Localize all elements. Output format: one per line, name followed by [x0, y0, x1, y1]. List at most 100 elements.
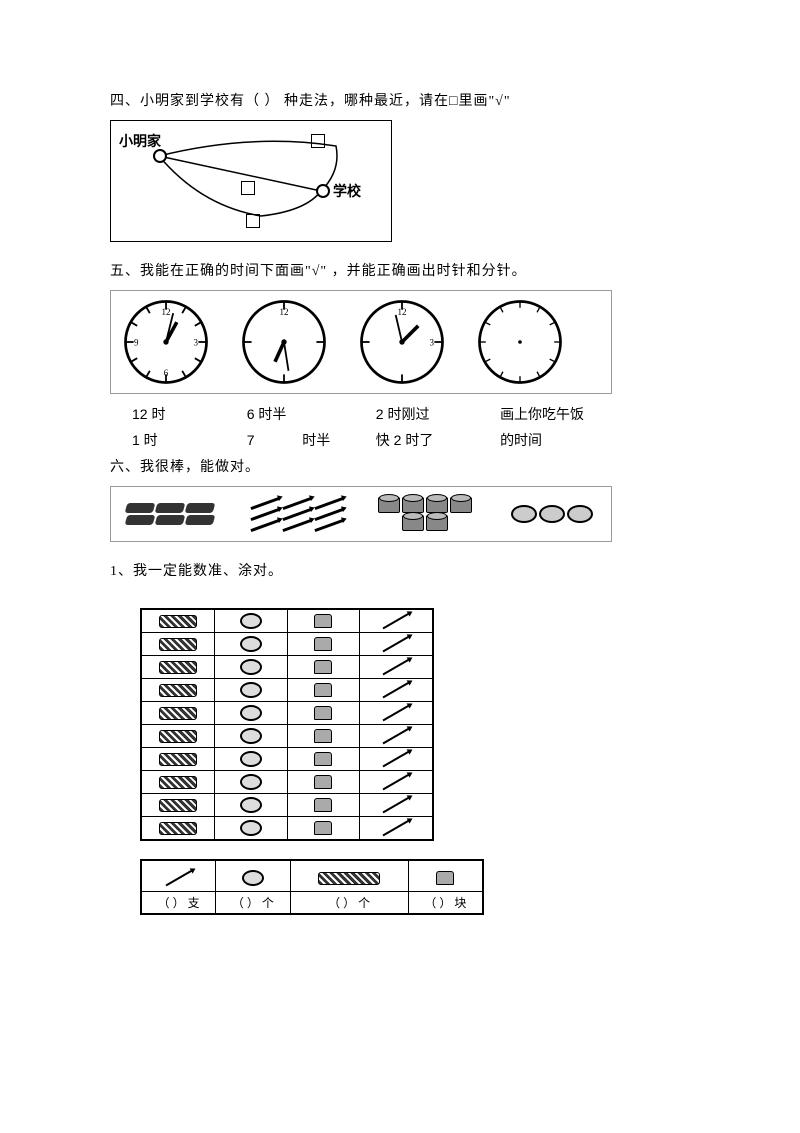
grid-cell[interactable]	[288, 679, 361, 701]
cake-icon	[450, 497, 472, 513]
grid-cell[interactable]	[142, 771, 215, 793]
grid-cell[interactable]	[142, 633, 215, 655]
g-pencil-icon	[383, 728, 410, 745]
path-check-1[interactable]	[311, 134, 325, 148]
eraser-icon	[154, 515, 185, 525]
grid-cell[interactable]	[142, 610, 215, 632]
grid-cell[interactable]	[288, 817, 361, 839]
grid-cell[interactable]	[215, 771, 288, 793]
grid-cell[interactable]	[288, 610, 361, 632]
answer-cell[interactable]: （ ） 个	[216, 861, 290, 913]
g-pencil-icon	[383, 774, 410, 791]
g-pencil-icon	[383, 751, 410, 768]
times-row-1: 12 时 6 时半 2 时刚过 画上你吃午饭	[110, 404, 610, 424]
cake-icon	[402, 497, 424, 513]
grid-row[interactable]	[142, 748, 432, 771]
eraser-icon	[318, 872, 380, 885]
eraser-icon	[124, 515, 155, 525]
g-eraser-icon	[159, 638, 197, 651]
grid-cell[interactable]	[288, 794, 361, 816]
time-3a[interactable]: 2 时刚过	[376, 404, 500, 424]
grid-row[interactable]	[142, 771, 432, 794]
grid-row[interactable]	[142, 679, 432, 702]
pencil-icon	[251, 507, 280, 520]
g-cake-icon	[314, 729, 332, 743]
home-label: 小明家	[119, 131, 161, 151]
g-eraser-icon	[159, 753, 197, 766]
pencil-icon	[165, 870, 192, 887]
time-2a[interactable]: 6 时半	[247, 404, 376, 424]
g-pencil-icon	[383, 682, 410, 699]
grid-cell[interactable]	[215, 817, 288, 839]
grid-cell[interactable]	[288, 702, 361, 724]
grid-cell[interactable]	[288, 725, 361, 747]
grid-row[interactable]	[142, 725, 432, 748]
g-cake-icon	[314, 775, 332, 789]
eraser-icon	[154, 503, 185, 513]
grid-cell[interactable]	[288, 656, 361, 678]
grid-cell[interactable]	[142, 702, 215, 724]
svg-text:12: 12	[162, 307, 171, 317]
count-grid[interactable]	[140, 608, 434, 841]
home-dot	[153, 149, 167, 163]
grid-cell[interactable]	[288, 633, 361, 655]
grid-cell[interactable]	[215, 656, 288, 678]
grid-cell[interactable]	[215, 679, 288, 701]
answer-cell[interactable]: （ ） 支	[142, 861, 216, 913]
g-ring-icon	[240, 705, 262, 721]
grid-row[interactable]	[142, 794, 432, 817]
grid-cell[interactable]	[215, 725, 288, 747]
grid-cell[interactable]	[288, 748, 361, 770]
answer-box: （ ） 支（ ） 个（ ） 个（ ） 块	[140, 859, 484, 915]
grid-cell[interactable]	[360, 771, 432, 793]
answer-text: （ ） 块	[409, 894, 482, 911]
grid-cell[interactable]	[360, 725, 432, 747]
eraser-group	[121, 503, 219, 525]
grid-cell[interactable]	[142, 794, 215, 816]
grid-row[interactable]	[142, 656, 432, 679]
grid-cell[interactable]	[142, 817, 215, 839]
grid-cell[interactable]	[360, 748, 432, 770]
clock-4[interactable]	[475, 297, 565, 387]
eraser-icon	[184, 503, 215, 513]
grid-cell[interactable]	[215, 633, 288, 655]
g-eraser-icon	[159, 822, 197, 835]
grid-cell[interactable]	[360, 702, 432, 724]
time-1b[interactable]: 1 时	[110, 430, 247, 450]
grid-cell[interactable]	[142, 679, 215, 701]
time-3b[interactable]: 快 2 时了	[376, 430, 500, 450]
grid-cell[interactable]	[215, 794, 288, 816]
grid-cell[interactable]	[360, 817, 432, 839]
time-2b[interactable]: 7 时半	[247, 430, 376, 450]
grid-row[interactable]	[142, 817, 432, 839]
grid-cell[interactable]	[360, 656, 432, 678]
cake-icon	[402, 515, 424, 531]
grid-cell[interactable]	[142, 725, 215, 747]
grid-cell[interactable]	[142, 748, 215, 770]
q5-title: 五、我能在正确的时间下面画"√" ，并能正确画出时针和分针。	[110, 260, 690, 280]
g-cake-icon	[314, 660, 332, 674]
grid-cell[interactable]	[360, 610, 432, 632]
g-ring-icon	[240, 751, 262, 767]
grid-row[interactable]	[142, 610, 432, 633]
grid-cell[interactable]	[288, 771, 361, 793]
path-check-3[interactable]	[246, 214, 260, 228]
cake-group	[376, 497, 474, 531]
ring-icon	[567, 505, 593, 523]
grid-cell[interactable]	[215, 610, 288, 632]
time-1a[interactable]: 12 时	[110, 404, 247, 424]
grid-cell[interactable]	[360, 794, 432, 816]
grid-row[interactable]	[142, 633, 432, 656]
answer-cell[interactable]: （ ） 块	[409, 861, 482, 913]
grid-row[interactable]	[142, 702, 432, 725]
grid-cell[interactable]	[215, 748, 288, 770]
time-4a: 画上你吃午饭	[500, 404, 610, 424]
grid-cell[interactable]	[360, 679, 432, 701]
answer-cell[interactable]: （ ） 个	[291, 861, 409, 913]
pencil-group	[249, 499, 347, 530]
path-check-2[interactable]	[241, 181, 255, 195]
grid-cell[interactable]	[360, 633, 432, 655]
grid-cell[interactable]	[142, 656, 215, 678]
q6-sub1: 1、我一定能数准、涂对。	[110, 560, 690, 580]
grid-cell[interactable]	[215, 702, 288, 724]
